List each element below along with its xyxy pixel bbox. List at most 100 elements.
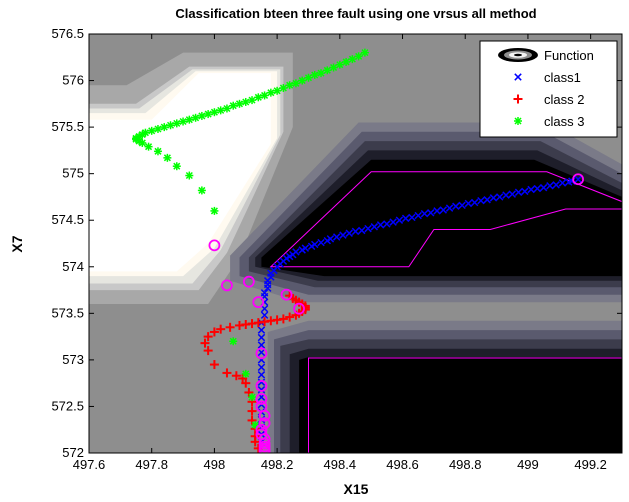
x-tick-label: 498.6 bbox=[386, 457, 419, 472]
point-class-3 bbox=[229, 337, 238, 346]
point-support-vectors bbox=[255, 347, 268, 360]
point-class-2 bbox=[200, 338, 210, 348]
legend-label: class1 bbox=[544, 70, 581, 85]
point-class-3 bbox=[144, 142, 153, 151]
point-class-2 bbox=[216, 324, 226, 334]
point-support-vectors bbox=[208, 239, 221, 252]
point-class1 bbox=[401, 214, 410, 223]
point-class1 bbox=[339, 231, 347, 239]
point-class-3 bbox=[204, 110, 213, 119]
point-class-3 bbox=[266, 88, 275, 97]
point-class-3 bbox=[323, 66, 332, 75]
point-support-vectors bbox=[572, 173, 585, 186]
point-class1 bbox=[332, 233, 341, 241]
point-class-3 bbox=[335, 60, 344, 69]
legend-item: Function bbox=[498, 48, 594, 63]
x-tick-label: 498.8 bbox=[449, 457, 482, 472]
point-class1 bbox=[311, 240, 319, 249]
contour-band-upper-4 bbox=[89, 73, 271, 272]
point-class-3 bbox=[172, 119, 181, 128]
point-support-vectors bbox=[221, 279, 233, 292]
point-class-3 bbox=[235, 99, 244, 108]
point-class-3 bbox=[260, 91, 269, 100]
point-class-2 bbox=[278, 314, 288, 324]
point-class1 bbox=[514, 188, 523, 197]
point-class1 bbox=[257, 341, 266, 349]
point-class-3 bbox=[197, 111, 206, 120]
point-class-2 bbox=[247, 415, 257, 425]
decision-boundary-class2 bbox=[308, 357, 622, 453]
point-class-2 bbox=[209, 327, 219, 337]
point-class1 bbox=[502, 191, 510, 199]
point-class-2 bbox=[241, 378, 251, 388]
point-class-3 bbox=[304, 73, 313, 82]
point-support-vectors bbox=[258, 445, 271, 453]
x-tick-label: 497.6 bbox=[73, 457, 106, 472]
point-class-2 bbox=[222, 368, 232, 378]
point-class-3 bbox=[185, 171, 194, 180]
point-class1 bbox=[533, 184, 542, 193]
data-points bbox=[132, 48, 585, 453]
legend-label: class 3 bbox=[544, 114, 584, 129]
decision-boundaries bbox=[269, 171, 622, 453]
point-class-3 bbox=[360, 48, 369, 57]
point-class-3 bbox=[185, 115, 194, 124]
y-tick-label: 576 bbox=[62, 73, 84, 88]
point-class-3 bbox=[285, 81, 294, 90]
point-class1 bbox=[257, 385, 266, 394]
point-support-vectors bbox=[280, 288, 293, 301]
point-class-3 bbox=[191, 113, 200, 122]
point-class1 bbox=[489, 194, 498, 202]
point-class-3 bbox=[210, 206, 219, 215]
legend-label: class 2 bbox=[544, 92, 584, 107]
point-class-3 bbox=[210, 108, 219, 117]
legend-label: Function bbox=[544, 48, 594, 63]
series-support-vectors bbox=[208, 173, 585, 453]
point-class-2 bbox=[244, 387, 254, 397]
y-tick-label: 575.5 bbox=[51, 119, 84, 134]
legend: Function class1 class 2 class 3 bbox=[479, 40, 618, 138]
legend-marker bbox=[513, 94, 523, 104]
point-class-3 bbox=[279, 84, 288, 93]
x-axis-ticks: 497.6 497.8 498 498.2 498.4 498.6 498.8 499 499.… bbox=[73, 34, 607, 472]
point-class1 bbox=[464, 199, 473, 208]
point-class-3 bbox=[291, 79, 300, 88]
point-class1 bbox=[301, 244, 310, 252]
contour-band-lower-4 bbox=[299, 357, 622, 453]
point-class1 bbox=[326, 235, 335, 243]
point-class-3 bbox=[317, 69, 326, 78]
x-tick-label: 498.4 bbox=[324, 457, 357, 472]
point-class1 bbox=[420, 209, 429, 218]
series-class1 bbox=[257, 175, 582, 446]
x-tick-label: 499 bbox=[517, 457, 539, 472]
x-tick-label: 498 bbox=[204, 457, 226, 472]
point-class1 bbox=[483, 196, 491, 204]
point-class1 bbox=[521, 187, 529, 196]
x-tick-label: 499.2 bbox=[574, 457, 607, 472]
point-class-3 bbox=[141, 128, 150, 137]
point-class-2 bbox=[285, 312, 295, 322]
point-support-vectors bbox=[258, 417, 271, 430]
point-class-3 bbox=[254, 93, 263, 102]
point-class-3 bbox=[229, 101, 238, 110]
y-tick-label: 572 bbox=[62, 445, 84, 460]
point-class-3 bbox=[163, 153, 172, 162]
point-class-3 bbox=[248, 96, 257, 105]
point-class1 bbox=[470, 198, 479, 207]
y-tick-label: 574 bbox=[62, 259, 84, 274]
x-tick-label: 498.2 bbox=[261, 457, 294, 472]
point-class1 bbox=[508, 190, 516, 198]
point-class-3 bbox=[241, 97, 250, 106]
point-class-3 bbox=[166, 121, 175, 130]
point-class1 bbox=[495, 193, 504, 201]
series-class-3 bbox=[132, 48, 369, 430]
legend-item: class1 bbox=[514, 70, 581, 85]
point-class-3 bbox=[310, 70, 319, 79]
point-class-3 bbox=[153, 147, 162, 156]
point-support-vectors bbox=[255, 380, 268, 392]
point-support-vectors bbox=[258, 409, 271, 422]
point-class-2 bbox=[231, 371, 241, 381]
x-axis-label: X15 bbox=[344, 481, 369, 497]
